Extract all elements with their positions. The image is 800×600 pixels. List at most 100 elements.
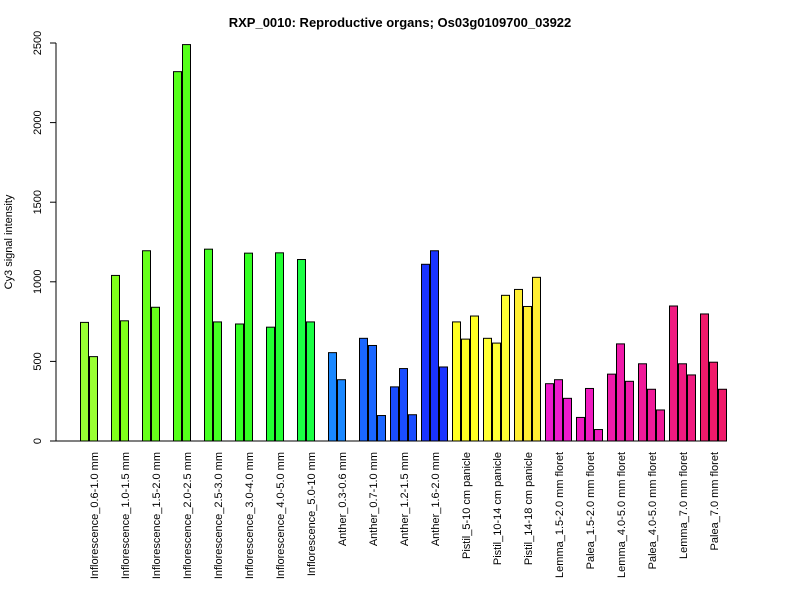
bar: [89, 356, 98, 442]
bar: [111, 274, 120, 442]
bar-group: [700, 313, 727, 442]
bar: [576, 416, 585, 442]
bar: [545, 383, 554, 442]
bar-group: [514, 276, 541, 442]
bar: [430, 250, 439, 442]
bar-group: [421, 250, 448, 442]
bar: [266, 326, 275, 442]
bar: [585, 387, 594, 442]
bar-group: [204, 248, 222, 442]
x-tick-label: Palea_1.5-2.0 mm floret: [585, 452, 597, 569]
bar: [514, 288, 523, 442]
bar: [297, 259, 306, 442]
bar-group: [297, 259, 315, 442]
x-tick-label: Anther_1.6-2.0 mm: [430, 452, 442, 546]
x-tick-label: Inflorescence_4.0-5.0 mm: [275, 452, 287, 579]
x-tick-label: Lemma_4.0-5.0 mm floret: [616, 452, 628, 578]
bar: [80, 321, 89, 442]
x-tick-label: Inflorescence_1.5-2.0 mm: [151, 452, 163, 579]
bar: [625, 380, 634, 442]
bar: [204, 248, 213, 442]
x-tick-label: Inflorescence_2.0-2.5 mm: [182, 452, 194, 579]
bar: [616, 343, 625, 442]
bar-group: [142, 250, 160, 442]
x-tick-label: Inflorescence_0.6-1.0 mm: [89, 452, 101, 579]
bar: [359, 337, 368, 442]
bar: [678, 363, 687, 442]
x-tick-label: Inflorescence_2.5-3.0 mm: [213, 452, 225, 579]
bar: [452, 321, 461, 442]
bar: [390, 386, 399, 442]
bar-group: [359, 337, 386, 442]
bar: [461, 338, 470, 442]
y-axis: 0 500 1000 1500 2000 2500: [32, 31, 57, 444]
bar: [483, 337, 492, 442]
x-tick-label: Lemma_7.0 mm floret: [678, 452, 690, 559]
bar: [656, 409, 665, 442]
bar: [235, 323, 244, 442]
bar-group: [80, 321, 98, 442]
bar-group: [607, 343, 634, 442]
bar-group: [390, 368, 417, 442]
bar: [120, 320, 129, 442]
bar: [439, 366, 448, 442]
bar: [399, 368, 408, 442]
bar: [532, 276, 541, 442]
bar: [142, 250, 151, 442]
bar: [700, 313, 709, 442]
bar: [337, 379, 346, 442]
category-labels: Inflorescence_0.6-1.0 mm Inflorescence_1.…: [89, 452, 721, 579]
x-tick-label: Palea_4.0-5.0 mm floret: [647, 452, 659, 569]
bar: [328, 352, 337, 442]
x-tick-label: Anther_0.3-0.6 mm: [337, 452, 349, 546]
bar: [306, 321, 315, 442]
bar: [647, 388, 656, 442]
bar: [244, 252, 253, 442]
bar: [523, 305, 532, 442]
chart-title: RXP_0010: Reproductive organs; Os03g0109…: [229, 15, 572, 30]
bar: [275, 252, 284, 442]
bar-group: [328, 352, 346, 442]
x-tick-label: Pistil_5-10 cm panicle: [461, 452, 473, 559]
x-tick-label: Inflorescence_5.0-10 mm: [306, 452, 318, 576]
bar: [554, 379, 563, 442]
x-tick-label: Pistil_10-14 cm panicle: [492, 452, 504, 565]
bar: [718, 388, 727, 442]
bar-group: [545, 379, 572, 442]
bar: [687, 374, 696, 442]
bar: [173, 71, 182, 442]
bar-group: [576, 387, 603, 442]
bar: [421, 263, 430, 442]
bar-group: [111, 274, 129, 442]
y-tick-label: 0: [32, 438, 44, 444]
bar: [709, 361, 718, 442]
y-axis-label: Cy3 signal intensity: [3, 194, 15, 289]
x-tick-label: Inflorescence_3.0-4.0 mm: [244, 452, 256, 579]
bar-group: [452, 315, 479, 442]
y-tick-label: 2500: [32, 31, 44, 55]
bar: [563, 397, 572, 442]
x-tick-label: Anther_1.2-1.5 mm: [399, 452, 411, 546]
bars: [80, 44, 727, 442]
y-tick-label: 1500: [32, 190, 44, 214]
bar-group: [669, 305, 696, 442]
bar: [368, 344, 377, 442]
x-tick-label: Anther_0.7-1.0 mm: [368, 452, 380, 546]
bar-group: [173, 44, 191, 442]
bar: [213, 321, 222, 442]
y-tick-label: 2000: [32, 110, 44, 134]
bar: [377, 415, 386, 442]
bar: [470, 315, 479, 442]
bar-group: [266, 252, 284, 442]
bar-group: [483, 294, 510, 442]
x-tick-label: Pistil_14-18 cm panicle: [523, 452, 535, 565]
bar: [501, 294, 510, 442]
bar: [669, 305, 678, 442]
y-tick-label: 500: [32, 352, 44, 370]
bar: [607, 373, 616, 442]
bar-group: [638, 363, 665, 442]
bar: [594, 429, 603, 442]
bar: [638, 363, 647, 442]
y-tick-label: 1000: [32, 270, 44, 294]
